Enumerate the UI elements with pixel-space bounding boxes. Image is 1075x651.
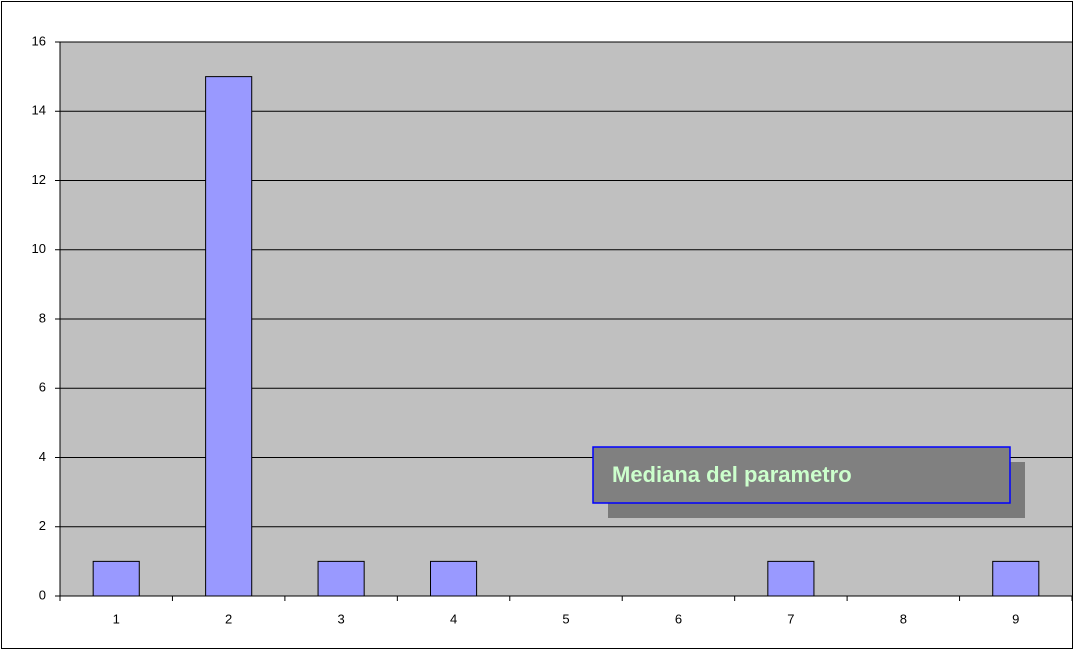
x-tick-label: 8 — [900, 611, 907, 626]
x-tick-label: 5 — [562, 611, 569, 626]
x-tick-label: 9 — [1012, 611, 1019, 626]
y-tick-label: 14 — [32, 103, 46, 118]
annotation-text: Mediana del parametro — [612, 462, 852, 487]
x-tick-label: 7 — [787, 611, 794, 626]
y-tick-label: 6 — [39, 380, 46, 395]
x-tick-label: 2 — [225, 611, 232, 626]
y-tick-label: 12 — [32, 172, 46, 187]
y-tick-label: 16 — [32, 33, 46, 48]
bar — [992, 560, 1040, 597]
x-tick-label: 1 — [113, 611, 120, 626]
annotation-box — [592, 446, 1011, 504]
bar — [430, 560, 478, 597]
y-tick-label: 4 — [39, 449, 46, 464]
x-tick-label: 6 — [675, 611, 682, 626]
bar — [767, 560, 815, 597]
y-tick-label: 2 — [39, 518, 46, 533]
x-tick-label: 4 — [450, 611, 457, 626]
y-tick-label: 10 — [32, 241, 46, 256]
bar — [92, 560, 140, 597]
y-tick-label: 0 — [39, 587, 46, 602]
y-tick-label: 8 — [39, 310, 46, 325]
bar — [205, 76, 253, 597]
bar — [317, 560, 365, 597]
x-tick-label: 3 — [337, 611, 344, 626]
